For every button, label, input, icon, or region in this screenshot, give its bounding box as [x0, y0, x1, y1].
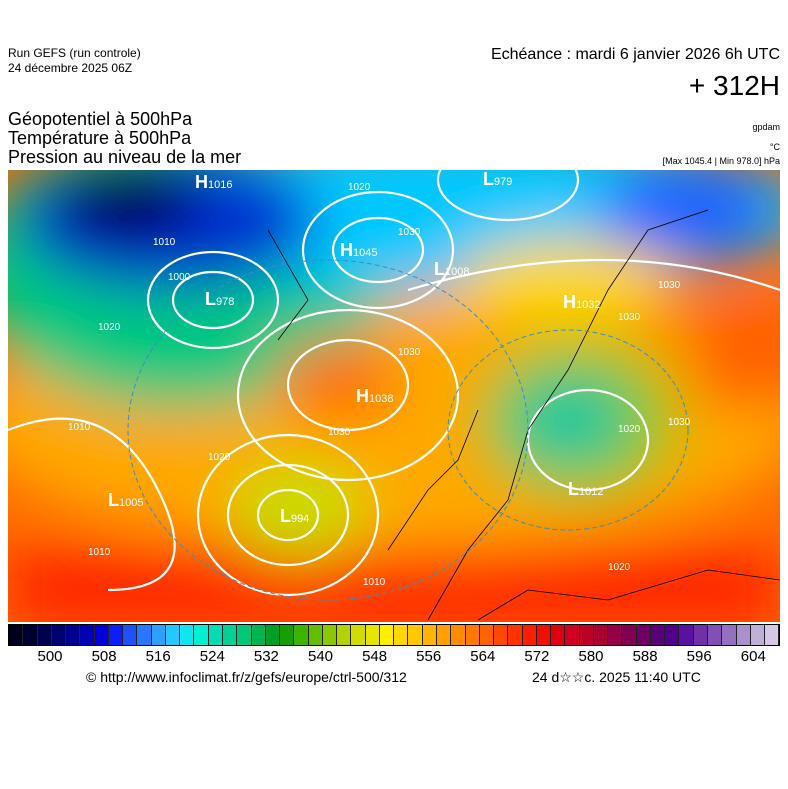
weather-map: H1016 L979 H1045 L1008 L978 H1038 L1005 …	[8, 170, 780, 622]
color-cell	[51, 625, 67, 645]
color-cell	[37, 625, 52, 645]
color-cell	[522, 625, 537, 645]
color-cell	[765, 625, 780, 645]
svg-text:1000: 1000	[168, 272, 191, 283]
svg-text:1030: 1030	[618, 312, 641, 323]
color-cell	[80, 625, 95, 645]
color-scale-tick: 572	[524, 648, 550, 665]
color-scale-tick: 556	[416, 648, 442, 665]
svg-text:1030: 1030	[398, 227, 421, 238]
color-scale-tick: 564	[470, 648, 496, 665]
color-scale-tick: 540	[307, 648, 334, 665]
svg-text:1010: 1010	[363, 577, 386, 588]
color-cell	[123, 625, 138, 645]
color-cell	[593, 625, 609, 645]
color-cell	[337, 625, 352, 645]
color-cell	[551, 625, 566, 645]
color-cell	[222, 625, 238, 645]
color-cell	[536, 625, 552, 645]
color-cell	[622, 625, 637, 645]
color-cell	[436, 625, 452, 645]
lead-time: + 312H	[688, 70, 780, 101]
svg-text:1030: 1030	[328, 427, 351, 438]
unit-gpdam: gpdam	[752, 122, 780, 132]
pressure-range: [Max 1045.4 | Min 978.0] hPa	[662, 156, 780, 166]
source-url[interactable]: © http://www.infoclimat.fr/z/gefs/europe…	[86, 669, 407, 685]
color-cell	[94, 625, 109, 645]
color-cell	[693, 625, 709, 645]
title-geopotential: Géopotentiel à 500hPa	[8, 109, 193, 129]
color-scale-tick: 516	[145, 648, 171, 665]
color-scale-tick: 532	[253, 648, 279, 665]
color-cell	[465, 625, 480, 645]
color-cell	[650, 625, 666, 645]
title-pressure: Pression au niveau de la mer	[8, 147, 242, 167]
color-cell	[294, 625, 309, 645]
color-scale-tick: 500	[37, 648, 63, 665]
svg-text:1020: 1020	[608, 562, 631, 573]
svg-text:1030: 1030	[658, 280, 681, 291]
color-cell	[608, 625, 623, 645]
color-cell	[451, 625, 466, 645]
svg-text:1030: 1030	[398, 347, 421, 358]
center-h-1038: H1038	[356, 386, 393, 406]
svg-text:1020: 1020	[348, 182, 371, 193]
color-cell	[66, 625, 81, 645]
color-cell	[422, 625, 437, 645]
color-cell	[108, 625, 124, 645]
svg-text:1030: 1030	[668, 417, 691, 428]
svg-text:1020: 1020	[618, 424, 641, 435]
color-scale-tick: 508	[91, 648, 117, 665]
color-cell	[379, 625, 395, 645]
color-scale-tick: 604	[740, 648, 766, 665]
color-scale-tick: 524	[199, 648, 225, 665]
color-cell	[365, 625, 380, 645]
svg-text:1010: 1010	[153, 237, 176, 248]
color-cell	[280, 625, 295, 645]
color-cell	[579, 625, 594, 645]
color-cell	[9, 625, 24, 645]
color-cell	[708, 625, 723, 645]
forecast-time: Echéance : mardi 6 janvier 2026 6h UTC	[490, 46, 780, 63]
color-cell	[308, 625, 323, 645]
color-scale-tick: 588	[632, 648, 658, 665]
color-cell	[265, 625, 281, 645]
color-cell	[508, 625, 523, 645]
color-cell	[479, 625, 495, 645]
color-cell	[351, 625, 366, 645]
color-cell	[165, 625, 181, 645]
color-cell	[736, 625, 751, 645]
color-cell	[394, 625, 409, 645]
svg-text:1010: 1010	[88, 547, 111, 558]
color-cell	[208, 625, 223, 645]
color-cell	[251, 625, 266, 645]
color-cell	[494, 625, 509, 645]
color-cell	[23, 625, 38, 645]
color-scale-tick: 548	[362, 648, 388, 665]
generation-timestamp: 24 d☆☆c. 2025 11:40 UTC	[532, 669, 701, 685]
color-cell	[636, 625, 651, 645]
color-scale-bar	[8, 624, 780, 646]
color-cell	[237, 625, 252, 645]
color-cell	[722, 625, 737, 645]
color-cell	[565, 625, 580, 645]
color-cell	[151, 625, 166, 645]
color-cell	[180, 625, 195, 645]
run-label: Run GEFS (run controle)	[8, 46, 141, 60]
color-cell	[322, 625, 338, 645]
color-cell	[679, 625, 694, 645]
color-cell	[194, 625, 209, 645]
svg-text:1020: 1020	[208, 452, 231, 463]
title-temperature: Température à 500hPa	[8, 128, 192, 148]
svg-text:1010: 1010	[68, 422, 91, 433]
color-cell	[750, 625, 766, 645]
run-date: 24 décembre 2025 06Z	[8, 61, 133, 75]
color-cell	[137, 625, 152, 645]
color-scale-tick: 580	[578, 648, 604, 665]
color-scale-tick: 596	[686, 648, 712, 665]
color-cell	[408, 625, 423, 645]
svg-text:1020: 1020	[98, 322, 121, 333]
color-cell	[665, 625, 680, 645]
unit-celsius: °C	[769, 142, 780, 152]
